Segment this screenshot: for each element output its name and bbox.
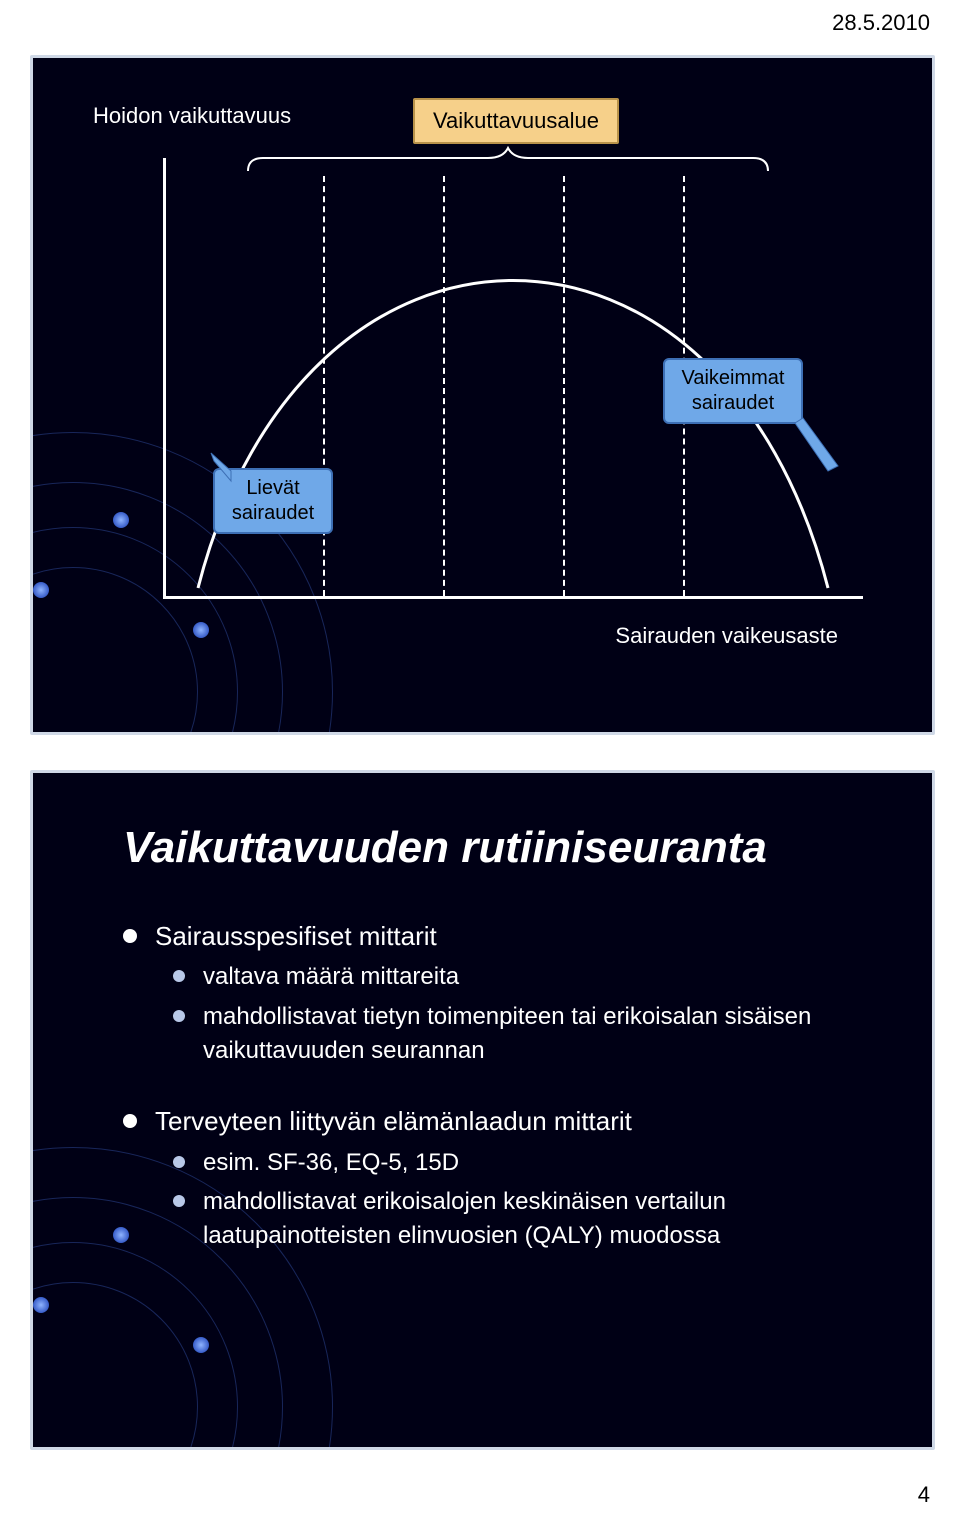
list-item-label: Terveyteen liittyvän elämänlaadun mittar…	[155, 1103, 632, 1139]
slide-title: Vaikuttavuuden rutiiniseuranta	[123, 823, 767, 873]
pointer-icon	[793, 418, 853, 478]
list-item: Sairausspesifiset mittarit	[123, 918, 883, 954]
x-axis-label: Sairauden vaikeusaste	[615, 623, 838, 649]
page-number: 4	[918, 1482, 930, 1508]
pointer-icon	[211, 453, 261, 493]
list-item-label: Sairausspesifiset mittarit	[155, 918, 437, 954]
y-axis-label: Hoidon vaikuttavuus	[93, 103, 291, 129]
list-item-label: esim. SF-36, EQ-5, 15D	[203, 1146, 459, 1180]
bullet-icon	[173, 970, 185, 982]
list-sub-item: mahdollistavat tietyn toimenpiteen tai e…	[173, 1000, 883, 1067]
list-item-label: mahdollistavat erikoisalojen keskinäisen…	[203, 1185, 883, 1252]
date-header: 28.5.2010	[832, 10, 930, 36]
list-item-label: valtava määrä mittareita	[203, 960, 459, 994]
bullet-icon	[123, 1114, 137, 1128]
effectiveness-chart: Hoidon vaikuttavuus Vaikuttavuusalue Lie…	[93, 98, 883, 698]
list-sub-item: valtava määrä mittareita	[173, 960, 883, 994]
bullet-list: Sairausspesifiset mittarit valtava määrä…	[123, 918, 883, 1258]
slide-2: Vaikuttavuuden rutiiniseuranta Sairaussp…	[30, 770, 935, 1450]
list-item: Terveyteen liittyvän elämänlaadun mittar…	[123, 1103, 883, 1139]
bullet-icon	[173, 1010, 185, 1022]
list-sub-item: esim. SF-36, EQ-5, 15D	[173, 1146, 883, 1180]
list-sub-item: mahdollistavat erikoisalojen keskinäisen…	[173, 1185, 883, 1252]
bullet-icon	[173, 1195, 185, 1207]
list-item-label: mahdollistavat tietyn toimenpiteen tai e…	[203, 1000, 883, 1067]
bullet-icon	[173, 1156, 185, 1168]
top-callout: Vaikuttavuusalue	[413, 98, 619, 144]
right-callout: Vaikeimmat sairaudet	[663, 358, 803, 424]
bullet-icon	[123, 929, 137, 943]
slide-1: Hoidon vaikuttavuus Vaikuttavuusalue Lie…	[30, 55, 935, 735]
